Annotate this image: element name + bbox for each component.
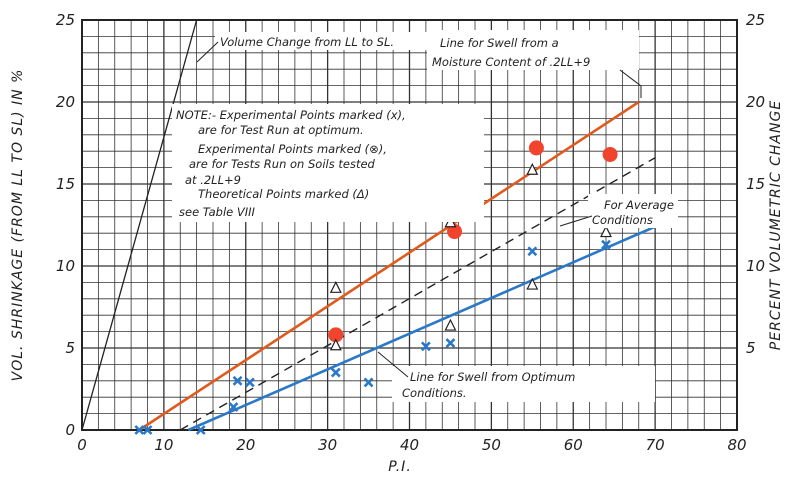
annotation-optimum-line-1: Line for Swell from Optimum [410,370,575,384]
y2-tick-label: 5 [746,339,756,357]
point-triangle [526,162,539,175]
point-x [363,377,374,388]
point-red-circle [528,140,544,156]
note-line-3: Experimental Points marked (⊗), [198,142,387,156]
x-tick-label: 40 [400,436,419,454]
y-axis-title: VOL. SHRINKAGE (FROM LL TO SL) IN % [10,69,26,382]
note-line-1: NOTE:- Experimental Points marked (x), [176,108,406,122]
y2-tick-label: 15 [746,175,765,193]
note-line-6: Theoretical Points marked (Δ) [198,187,369,201]
point-x [232,375,243,386]
annotation-average-bg [588,194,678,228]
line-optimum [187,225,656,432]
line-volume_change [81,19,198,431]
x-tick-label: 20 [236,436,255,454]
x-tick-label: 50 [482,436,501,454]
annotation-average-line-2: Conditions [592,213,653,227]
annotation-swell-bg [427,30,639,70]
point-x [527,246,538,257]
point-triangle [600,225,612,238]
annotation-volume-bg [215,32,440,50]
line-average [179,157,656,431]
x-tick-label: 70 [646,436,665,454]
plot-frame [81,19,738,431]
y-tick-label: 5 [65,339,75,357]
point-x [142,425,153,435]
annotation-average-leader [559,215,593,227]
annotation-optimum-bg [392,366,655,402]
chart-markers [134,140,618,435]
point-x [195,425,206,435]
point-red-circle [328,327,344,343]
y-tick-label: 0 [65,421,75,439]
x-tick-label: 30 [318,436,337,454]
y-tick-label: 20 [56,93,75,111]
point-x [420,341,431,352]
annotation-swell-line-1: Line for Swell from a [440,36,559,50]
y2-tick-label: 25 [746,11,765,29]
chart-lines [81,19,656,432]
y2-tick-label: 20 [746,93,765,111]
point-x [134,425,145,435]
y-tick-label: 10 [56,257,75,275]
annotation-volume-leader [196,41,219,63]
annotation-optimum-line-2: Conditions. [402,386,467,400]
annotation-average-line-1: For Average [604,198,674,212]
note-line-2: are for Test Run at optimum. [198,123,364,137]
annotation-swell-line-2: Moisture Content of .2LL+9 [432,55,590,69]
x-tick-label: 10 [154,436,173,454]
point-red-circle [602,146,618,162]
y2-axis-title: PERCENT VOLUMETRIC CHANGE [768,100,784,350]
annotation-optimum-leader [377,351,409,378]
annotation-swell-leader [619,69,642,98]
point-x [228,402,239,412]
x-tick-label: 0 [77,436,87,454]
point-red-circle [447,224,463,240]
line-swell_moisture [138,100,640,432]
point-triangle [526,277,539,290]
y-tick-label: 15 [56,175,75,193]
point-x [244,377,255,388]
note-line-4: are for Tests Run on Soils tested [189,157,376,171]
point-triangle [444,318,457,331]
note-line-7: see Table VIII [179,205,256,219]
point-x [601,239,611,250]
x-tick-label: 60 [564,436,583,454]
x-tick-label: 80 [727,436,746,454]
note-box-bg [172,104,484,222]
point-x [330,367,341,378]
y-tick-label: 25 [56,11,75,29]
point-x [445,338,456,348]
point-triangle [329,338,342,351]
tick-labels: 0 10 20 30 40 50 60 70 80 0 5 10 15 20 25 5 10 15 20 25 [56,11,765,454]
x-axis-title: P.I. [388,459,412,475]
note-line-5: at .2LL+9 [185,173,241,187]
y2-tick-label: 10 [746,257,765,275]
point-triangle [329,280,342,293]
annotation-volume-change: Volume Change from LL to SL. [220,35,394,49]
